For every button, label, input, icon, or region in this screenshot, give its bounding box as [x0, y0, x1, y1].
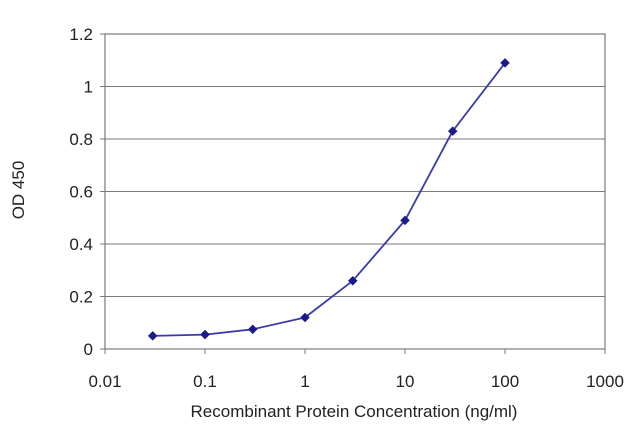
y-axis-title: OD 450	[9, 161, 28, 220]
data-point	[200, 329, 210, 340]
label-layer: 0 0.2 0.4 0.6 0.8 1 1.2 0.01 0.1 1 10 100 1000	[69, 25, 624, 391]
y-tick-label: 0.6	[69, 183, 93, 202]
data-point	[500, 58, 510, 68]
grid-layer	[105, 33, 605, 297]
x-tick-label: 0.1	[193, 372, 217, 391]
data-point	[247, 324, 258, 335]
y-tick-label: 0.8	[69, 130, 93, 149]
data-point	[447, 126, 458, 136]
x-tick-label: 0.01	[88, 372, 121, 391]
y-tick-label: 1	[84, 78, 93, 97]
data-point	[147, 331, 158, 341]
x-tick-label: 10	[396, 372, 415, 391]
axis-layer	[100, 33, 606, 354]
x-tick-label: 100	[491, 372, 519, 391]
data-point	[300, 312, 310, 323]
y-tick-label: 0.4	[69, 235, 93, 254]
x-tick-label: 1	[300, 372, 309, 391]
x-axis-title: Recombinant Protein Concentration (ng/ml…	[191, 402, 518, 421]
data-point	[400, 215, 410, 226]
y-tick-label: 1.2	[69, 25, 93, 44]
series-line	[152, 62, 506, 337]
y-tick-label: 0	[84, 340, 93, 359]
series-layer	[147, 58, 510, 341]
x-tick-label: 1000	[586, 372, 624, 391]
data-point	[347, 275, 358, 286]
y-tick-label: 0.2	[69, 288, 93, 307]
